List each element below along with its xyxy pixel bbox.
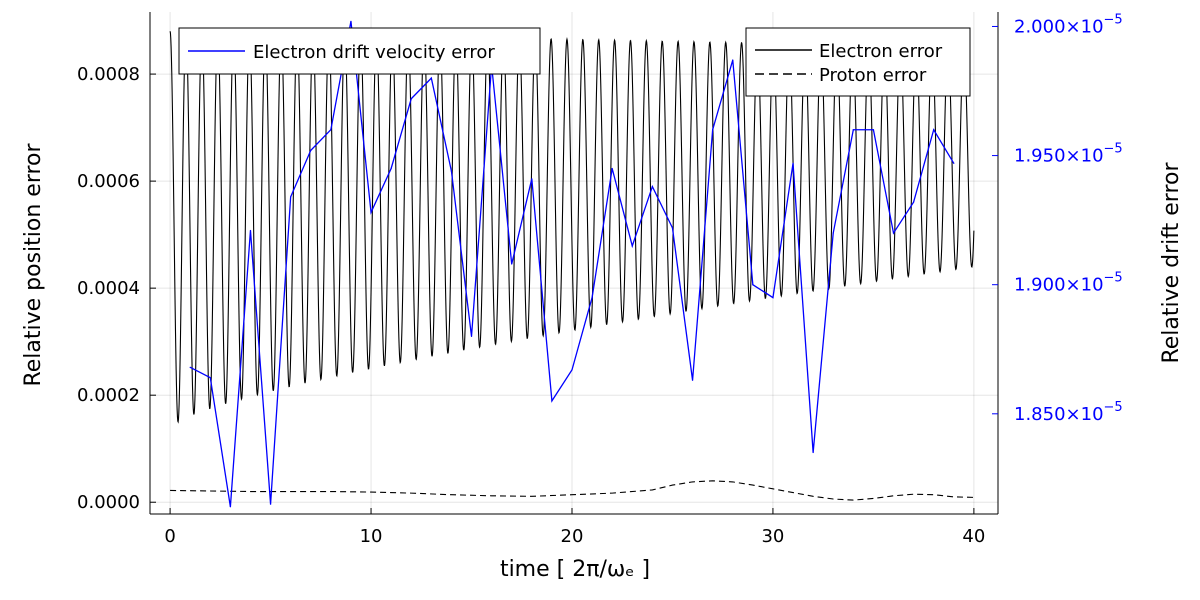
drift-error-point xyxy=(330,129,332,131)
legend-electron-label: Electron error xyxy=(819,41,943,62)
drift-error-point xyxy=(229,506,231,508)
drift-error-point xyxy=(832,232,834,234)
drift-error-point xyxy=(953,162,955,164)
left-tick-label: 0.0006 xyxy=(77,171,140,192)
drift-error-point xyxy=(752,284,754,286)
legend-left: Electron drift velocity error xyxy=(178,27,541,75)
axes xyxy=(149,12,999,515)
left-tick-label: 0.0000 xyxy=(77,492,140,513)
x-tick-label: 20 xyxy=(561,526,584,547)
drift-error-point xyxy=(470,335,473,337)
drift-error-point xyxy=(290,196,292,198)
drift-error-point xyxy=(812,451,814,454)
drift-error-point xyxy=(310,149,312,152)
drift-error-point xyxy=(410,98,412,100)
drift-error-point xyxy=(792,162,794,164)
drift-error-point xyxy=(269,503,272,505)
left-tick-label: 0.0008 xyxy=(77,64,140,85)
drift-error-point xyxy=(531,178,533,180)
drift-error-point xyxy=(350,20,352,22)
drift-error-point xyxy=(712,129,714,131)
left-tick-label: 0.0002 xyxy=(77,385,140,406)
drift-error-point xyxy=(370,211,372,213)
drift-error-point xyxy=(591,297,593,299)
drift-error-point xyxy=(651,185,653,188)
right-tick-label: 1.900×10−5 xyxy=(1014,271,1123,296)
drift-error-point xyxy=(571,369,573,371)
drift-error-point xyxy=(551,400,553,402)
left-axis-title: Relative position error xyxy=(21,142,46,386)
drift-error-point xyxy=(691,379,694,381)
legend-proton-label: Proton error xyxy=(819,65,927,86)
x-axis-ticks: 0 10 20 30 40 xyxy=(164,508,985,547)
proton-error-series xyxy=(170,480,974,501)
right-tick-label: 1.950×10−5 xyxy=(1014,142,1123,167)
legend-right: Electron error Proton error xyxy=(745,27,971,97)
drift-error-point xyxy=(872,129,875,131)
right-axis-ticks: 1.850×10−5 1.900×10−5 1.950×10−5 2.000×10−5 xyxy=(992,12,1123,425)
right-tick-label: 2.000×10−5 xyxy=(1014,12,1123,37)
drift-error-point xyxy=(390,167,392,170)
legend-right-box xyxy=(745,27,971,97)
x-tick-label: 40 xyxy=(962,526,985,547)
right-tick-label: 1.850×10−5 xyxy=(1014,400,1123,425)
x-axis-title: time [ 2π/ωₑ ] xyxy=(500,557,650,582)
drift-error-point xyxy=(852,129,854,131)
drift-error-point xyxy=(249,229,252,232)
drift-error-point xyxy=(732,59,734,61)
drift-error-point xyxy=(772,297,774,299)
x-tick-label: 30 xyxy=(761,526,784,547)
drift-error-point xyxy=(611,167,613,170)
electron-error-series xyxy=(169,30,975,424)
left-axis-ticks: 0.0000 0.0002 0.0004 0.0006 0.0008 xyxy=(77,64,156,513)
x-tick-label: 10 xyxy=(360,526,383,547)
drift-error-point xyxy=(892,232,895,234)
drift-error-point xyxy=(189,366,191,368)
left-tick-label: 0.0004 xyxy=(77,278,140,299)
drift-error-point xyxy=(933,129,935,131)
x-tick-label: 0 xyxy=(164,526,175,547)
drift-error-point xyxy=(671,227,674,229)
proton-error-line xyxy=(170,480,974,501)
drift-error-point xyxy=(631,245,633,247)
drift-error-point xyxy=(209,377,211,379)
right-axis-title: Relative drift error xyxy=(1159,162,1184,364)
legend-drift-label: Electron drift velocity error xyxy=(253,42,495,63)
electron-error-line xyxy=(169,30,975,424)
drift-error-point xyxy=(511,263,513,265)
drift-error-point xyxy=(913,201,915,203)
drift-error-point xyxy=(450,170,453,172)
drift-error-point xyxy=(430,77,432,79)
